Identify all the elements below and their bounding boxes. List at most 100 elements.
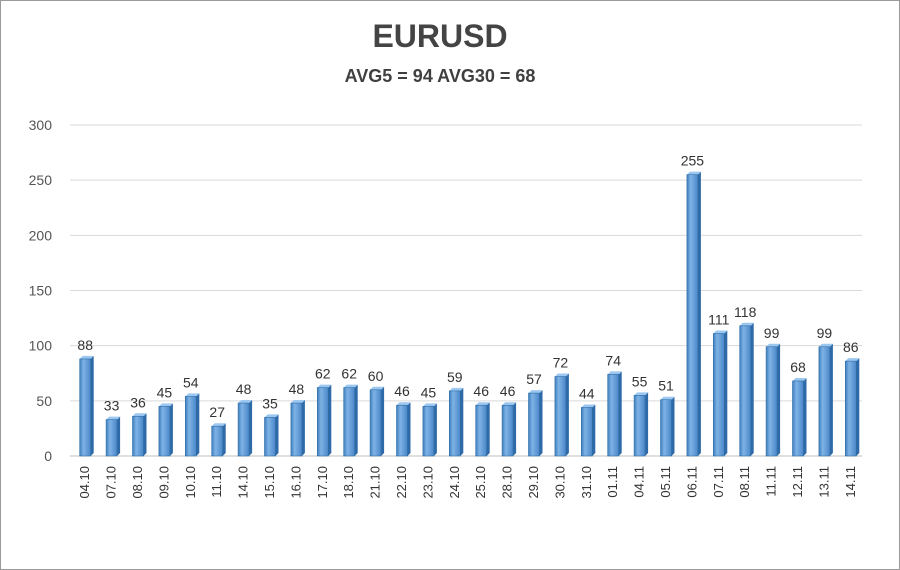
x-tick-label: 29.10 [526, 466, 541, 499]
bar-face [396, 404, 408, 457]
data-label: 27 [209, 404, 225, 420]
bar-face [580, 407, 593, 457]
bar-face [792, 380, 804, 457]
bar [369, 386, 385, 457]
x-tick-label: 30.10 [552, 466, 567, 499]
x-tick-label: 08.11 [737, 466, 752, 498]
data-label: 88 [77, 337, 93, 353]
x-tick-label: 28.10 [500, 466, 515, 499]
x-tick-label: 23.10 [420, 466, 435, 499]
y-tick-label: 50 [36, 393, 52, 409]
bar [396, 402, 411, 457]
bar-face [633, 395, 646, 457]
y-axis: 0 50 100 150 200 250 300 [29, 117, 862, 464]
bar-top [422, 403, 437, 407]
bar-face [844, 360, 857, 457]
y-tick-label: 0 [44, 448, 52, 464]
bar-face [316, 387, 329, 457]
data-label: 57 [526, 371, 542, 387]
bar-face [79, 358, 91, 457]
bar-top [766, 343, 781, 347]
x-tick-label: 22.10 [394, 466, 409, 499]
bar-face [290, 402, 303, 457]
bar [264, 414, 279, 457]
bar-face [237, 402, 250, 457]
data-label: 44 [579, 385, 595, 401]
bar-top [581, 404, 596, 408]
data-label: 99 [764, 325, 780, 341]
bar-top [686, 171, 701, 175]
bar-top [713, 330, 728, 334]
bar-top [264, 414, 279, 418]
x-tick-label: 18.10 [341, 466, 356, 499]
x-tick-label: 13.11 [816, 466, 831, 498]
bar [686, 171, 701, 457]
bar-face [712, 333, 725, 457]
bar [580, 404, 596, 457]
data-label: 62 [341, 366, 357, 382]
bar-face [211, 425, 223, 457]
x-tick-label: 08.10 [130, 466, 145, 499]
bar [290, 400, 305, 457]
bar-face [105, 419, 118, 457]
bar-face [264, 417, 276, 457]
bar [105, 416, 121, 457]
bar-top [449, 387, 464, 391]
bar-face [660, 399, 672, 457]
bar-top [370, 386, 385, 390]
data-label: 72 [553, 355, 569, 371]
bar-top [845, 358, 860, 362]
data-label: 74 [605, 352, 621, 368]
bar [660, 396, 675, 457]
data-label: 48 [289, 381, 305, 397]
bar-top [211, 423, 226, 427]
x-tick-label: 24.10 [447, 466, 462, 499]
bar-face [132, 415, 144, 457]
bar-top [607, 371, 622, 375]
bar-face [422, 406, 435, 457]
data-label: 59 [447, 369, 463, 385]
bar-top [475, 402, 490, 406]
bar-side [354, 384, 358, 456]
data-label: 54 [183, 374, 199, 390]
bar-top [158, 403, 173, 407]
x-tick-label: 15.10 [262, 466, 277, 499]
bar-face [686, 174, 699, 457]
data-label: 45 [157, 384, 173, 400]
bar [185, 393, 200, 457]
bar-top [290, 400, 305, 404]
bar-side [328, 384, 332, 456]
chart-subtitle: AVG5 = 94 AVG30 = 68 [344, 66, 536, 86]
bar-side [249, 400, 253, 456]
bar-top [317, 384, 332, 388]
bar-side [117, 416, 121, 456]
y-tick-label: 300 [29, 117, 53, 133]
x-tick-label: 09.10 [156, 466, 171, 499]
bar-face [554, 376, 567, 457]
bar-side [803, 377, 807, 456]
bar [422, 403, 437, 457]
x-tick-label: 04.10 [77, 466, 92, 499]
bar-side [460, 387, 464, 456]
data-label: 60 [368, 368, 384, 384]
bar-side [829, 343, 833, 456]
x-tick-label: 01.11 [605, 466, 620, 498]
bar-top [634, 392, 649, 396]
bar-side [222, 423, 226, 456]
bar-side [750, 322, 754, 456]
bar-top [739, 322, 754, 326]
bar [158, 403, 173, 457]
data-label: 62 [315, 366, 331, 382]
data-label: 99 [817, 325, 833, 341]
x-tick-label: 12.11 [790, 466, 805, 498]
data-label: 68 [790, 359, 806, 375]
bar [343, 384, 358, 457]
bar-face [818, 346, 831, 457]
chart-title: EURUSD [372, 18, 508, 54]
bar [448, 387, 464, 457]
bar-side [513, 402, 517, 456]
bar-side [592, 404, 596, 456]
bar [739, 322, 754, 457]
